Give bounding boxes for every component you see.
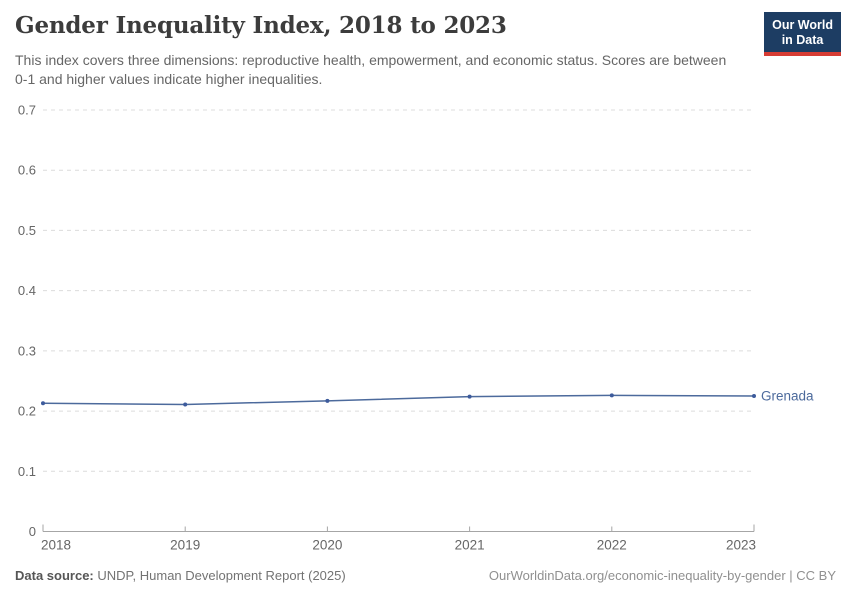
owid-logo-text-line1: Our World [772, 18, 833, 32]
canonical-url[interactable]: OurWorldinData.org/economic-inequality-b… [488, 568, 836, 583]
data-point[interactable] [183, 402, 188, 407]
data-source-value: UNDP, Human Development Report (2025) [97, 568, 346, 583]
series-label[interactable]: Grenada [761, 389, 814, 404]
data-point[interactable] [41, 401, 45, 406]
y-tick-label: 0 [29, 524, 36, 539]
y-tick-label: 0.4 [18, 283, 36, 298]
y-tick-label: 0.1 [18, 464, 36, 479]
x-tick-label: 2021 [455, 538, 485, 553]
y-tick-label: 0.7 [18, 103, 36, 118]
page-title: Gender Inequality Index, 2018 to 2023 [15, 12, 507, 39]
owid-logo-text-line2: in Data [781, 33, 824, 47]
y-tick-label: 0.6 [18, 163, 36, 178]
x-tick-label: 2022 [597, 538, 627, 553]
data-source: Data source: UNDP, Human Development Rep… [15, 568, 346, 583]
x-tick-label: 2019 [170, 538, 200, 553]
data-point[interactable] [325, 398, 330, 403]
series-line[interactable] [42, 394, 755, 406]
y-tick-label: 0.5 [18, 223, 36, 238]
data-point[interactable] [467, 394, 472, 399]
owid-logo[interactable]: Our World in Data [764, 12, 841, 56]
y-tick-label: 0.2 [18, 404, 36, 419]
data-point[interactable] [752, 394, 756, 399]
x-tick-label: 2020 [312, 538, 342, 553]
data-source-label: Data source: [15, 568, 94, 583]
chart-subtitle: This index covers three dimensions: repr… [15, 52, 727, 87]
x-tick-label: 2023 [726, 538, 756, 553]
data-point[interactable] [609, 393, 614, 398]
y-tick-label: 0.3 [18, 343, 36, 358]
x-tick-label: 2018 [41, 538, 71, 553]
